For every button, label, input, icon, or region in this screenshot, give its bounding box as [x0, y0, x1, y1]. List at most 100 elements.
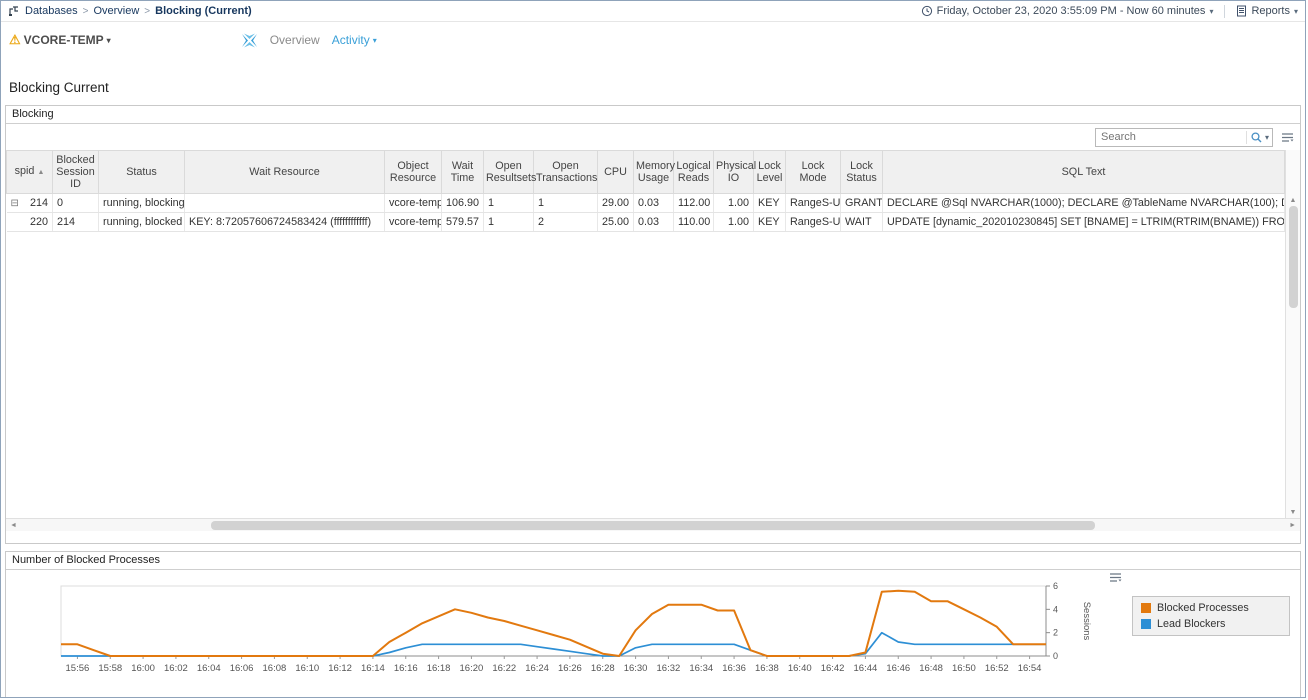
svg-text:16:40: 16:40 — [788, 663, 812, 674]
blocking-panel-title: Blocking — [6, 106, 1300, 124]
col-header-physical-io[interactable]: Physical IO — [713, 150, 756, 194]
blocked-processes-chart: 0 2 4 6 15:56 15:58 16:00 16:02 16:04 16:06 16:08 1… — [60, 581, 1092, 674]
reports-menu[interactable]: Reports ▾ — [1236, 5, 1298, 17]
grid-main: spid ▲ Blocked Session ID Status Wait Res… — [6, 150, 1285, 518]
cell-physical-io: 1.00 — [713, 193, 754, 213]
svg-text:16:16: 16:16 — [394, 663, 418, 674]
horizontal-scroll-thumb[interactable] — [210, 520, 1096, 530]
svg-text:6: 6 — [1053, 581, 1058, 591]
cell-logical-reads: 110.00 — [673, 212, 714, 232]
col-header-object-resource[interactable]: Object Resource — [384, 150, 442, 194]
horizontal-scroll-track[interactable] — [21, 520, 1285, 530]
topbar-right: Friday, October 23, 2020 3:55:09 PM - No… — [921, 4, 1298, 18]
sort-asc-icon: ▲ — [37, 169, 45, 176]
chart-menu-button[interactable] — [1109, 572, 1122, 583]
scroll-left-icon[interactable]: ◄ — [10, 521, 17, 529]
col-header-sql-text[interactable]: SQL Text — [882, 150, 1285, 194]
table-row[interactable]: 220 214 running, blocked KEY: 8:72057606… — [6, 212, 1285, 232]
col-header-open-transactions[interactable]: Open Transactions — [533, 150, 598, 194]
cell-status: running, blocked — [98, 212, 185, 232]
panel-bottom-pad — [6, 531, 1300, 543]
vertical-scroll-track[interactable] — [1288, 206, 1298, 507]
col-header-status[interactable]: Status — [98, 150, 185, 194]
tab-overview[interactable]: Overview — [269, 33, 320, 47]
grid-menu-button[interactable] — [1281, 132, 1294, 143]
col-header-wait-resource[interactable]: Wait Resource — [184, 150, 385, 194]
table-row[interactable]: ⊟ 214 0 running, blocking vcore-temp 106.… — [6, 193, 1285, 213]
legend-item-lead-blockers[interactable]: Lead Blockers — [1141, 618, 1281, 630]
breadcrumb-item-current: Blocking (Current) — [155, 5, 252, 17]
server-name: VCORE-TEMP — [23, 33, 104, 47]
chevron-down-icon: ▾ — [372, 35, 377, 45]
horizontal-scrollbar[interactable]: ◄ ► — [6, 518, 1300, 531]
server-toolbar: ⚠ VCORE-TEMP ▾ Overview Activity ▾ — [1, 22, 1305, 58]
cell-sql-text: UPDATE [dynamic_202010230845] SET [BNAME… — [882, 212, 1285, 232]
svg-text:16:00: 16:00 — [131, 663, 155, 674]
menu-icon — [1281, 132, 1294, 143]
svg-text:15:56: 15:56 — [66, 663, 90, 674]
cell-object-resource: vcore-temp — [384, 212, 442, 232]
svg-text:0: 0 — [1053, 651, 1058, 661]
cell-blocked-session-id: 0 — [52, 193, 99, 213]
chart-area: 0 2 4 6 15:56 15:58 16:00 16:02 16:04 16:06 16:08 1… — [6, 570, 1132, 685]
legend-item-blocked-processes[interactable]: Blocked Processes — [1141, 602, 1281, 614]
cell-physical-io: 1.00 — [713, 212, 754, 232]
cell-open-transactions: 1 — [533, 193, 598, 213]
lead-blockers-swatch — [1141, 619, 1151, 629]
table-header-row: spid ▲ Blocked Session ID Status Wait Res… — [6, 150, 1285, 194]
col-header-logical-reads[interactable]: Logical Reads — [673, 150, 714, 194]
svg-text:16:06: 16:06 — [230, 663, 254, 674]
cell-cpu: 29.00 — [597, 193, 634, 213]
clock-icon — [921, 5, 933, 17]
search-box: ▾ — [1095, 127, 1273, 147]
svg-text:16:30: 16:30 — [624, 663, 648, 674]
col-header-cpu[interactable]: CPU — [597, 150, 634, 194]
tab-activity[interactable]: Activity ▾ — [332, 33, 377, 47]
chart-panel-title: Number of Blocked Processes — [6, 552, 1300, 570]
col-header-lock-mode[interactable]: Lock Mode — [785, 150, 841, 194]
col-header-lock-status[interactable]: Lock Status — [840, 150, 883, 194]
chevron-down-icon: ▾ — [1293, 6, 1298, 16]
scroll-up-icon[interactable]: ▲ — [1289, 197, 1297, 204]
breadcrumb-separator: > — [144, 5, 151, 17]
svg-text:16:02: 16:02 — [164, 663, 188, 674]
svg-text:16:20: 16:20 — [460, 663, 484, 674]
breadcrumb-item-databases[interactable]: Databases — [25, 5, 78, 17]
svg-text:16:34: 16:34 — [689, 663, 713, 674]
reports-label: Reports — [1251, 5, 1290, 17]
cell-wait-resource — [184, 193, 385, 213]
col-header-spid[interactable]: spid ▲ — [6, 150, 53, 194]
collapse-row-icon[interactable]: ⊟ — [10, 197, 19, 209]
cell-open-resultsets: 1 — [483, 193, 534, 213]
cell-spid: 214 — [29, 197, 48, 209]
col-header-blocked-session-id[interactable]: Blocked Session ID — [52, 150, 99, 194]
chevron-down-icon: ▾ — [106, 35, 111, 45]
col-header-open-resultsets[interactable]: Open Resultsets — [483, 150, 536, 194]
col-header-memory-usage[interactable]: Memory Usage — [633, 150, 675, 194]
scroll-down-icon[interactable]: ▼ — [1289, 509, 1297, 516]
vertical-scrollbar[interactable]: ▲ ▼ — [1285, 150, 1300, 518]
server-selector[interactable]: ⚠ VCORE-TEMP ▾ — [9, 32, 111, 48]
breadcrumb-item-overview[interactable]: Overview — [93, 5, 140, 17]
svg-text:16:26: 16:26 — [558, 663, 582, 674]
svg-text:15:58: 15:58 — [98, 663, 122, 674]
menu-icon — [1109, 572, 1122, 583]
chevron-down-icon: ▾ — [1209, 6, 1214, 16]
svg-text:16:48: 16:48 — [919, 663, 943, 674]
svg-text:16:54: 16:54 — [1018, 663, 1042, 674]
cell-lock-mode: RangeS-U — [785, 193, 841, 213]
vertical-scroll-thumb[interactable] — [1288, 206, 1298, 309]
blocked-processes-panel: Number of Blocked Processes 0 2 4 6 15:56 15:… — [5, 551, 1301, 697]
col-header-label: spid — [14, 165, 35, 177]
search-input[interactable] — [1096, 131, 1246, 143]
col-header-wait-time[interactable]: Wait Time — [441, 150, 484, 194]
search-options[interactable]: ▾ — [1245, 130, 1269, 144]
scroll-right-icon[interactable]: ► — [1289, 521, 1296, 529]
cell-spid: 220 — [29, 216, 48, 228]
time-range-selector[interactable]: Friday, October 23, 2020 3:55:09 PM - No… — [921, 5, 1214, 17]
cell-memory-usage: 0.03 — [633, 212, 674, 232]
databases-icon — [8, 5, 20, 17]
cell-object-resource: vcore-temp — [384, 193, 442, 213]
col-header-lock-level[interactable]: Lock Level — [753, 150, 786, 194]
